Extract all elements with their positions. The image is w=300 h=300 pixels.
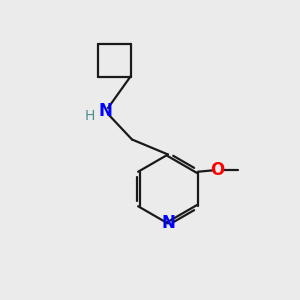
Text: N: N	[98, 102, 112, 120]
Text: H: H	[84, 109, 94, 122]
Text: N: N	[161, 214, 175, 232]
Text: O: O	[210, 161, 224, 179]
